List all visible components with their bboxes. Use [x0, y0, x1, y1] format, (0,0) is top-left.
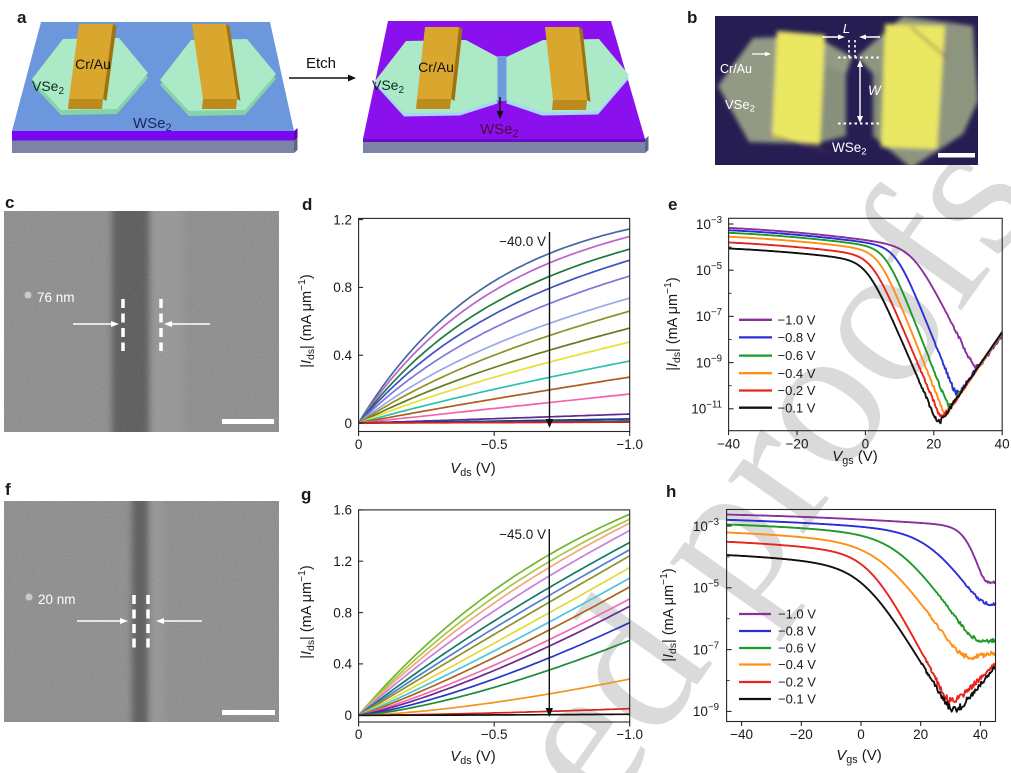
svg-text:0.8: 0.8	[333, 280, 352, 295]
svg-text:−1.0 V: −1.0 V	[778, 312, 816, 327]
svg-text:0: 0	[355, 437, 363, 452]
svg-text:−20: −20	[790, 727, 813, 742]
svg-text:10−5: 10−5	[693, 579, 719, 596]
svg-text:0.4: 0.4	[333, 657, 352, 672]
svg-text:−0.6 V: −0.6 V	[778, 641, 816, 656]
svg-text:−0.4 V: −0.4 V	[778, 366, 816, 381]
svg-text:Cr/Au: Cr/Au	[720, 62, 752, 76]
svg-text:0: 0	[344, 708, 352, 723]
svg-text:−45.0 V: −45.0 V	[499, 527, 546, 542]
svg-text:0.8: 0.8	[333, 605, 352, 620]
svg-text:−1.0: −1.0	[616, 437, 643, 452]
svg-text:|Ids| (mA μm−1): |Ids| (mA μm−1)	[659, 568, 679, 662]
svg-text:0: 0	[355, 727, 363, 742]
svg-text:40: 40	[995, 437, 1010, 452]
svg-text:Cr/Au: Cr/Au	[75, 56, 111, 72]
svg-text:|Ids| (mA μm−1): |Ids| (mA μm−1)	[297, 274, 317, 368]
svg-text:−0.2 V: −0.2 V	[778, 675, 816, 690]
svg-text:−40: −40	[730, 727, 753, 742]
svg-text:Vgs (V): Vgs (V)	[836, 747, 882, 766]
svg-text:0: 0	[857, 727, 865, 742]
svg-text:20 nm: 20 nm	[38, 592, 76, 607]
svg-text:WSe2: WSe2	[480, 121, 519, 140]
svg-text:10−11: 10−11	[691, 400, 722, 417]
svg-text:40: 40	[973, 727, 988, 742]
svg-text:L: L	[843, 21, 850, 36]
svg-text:Etch: Etch	[306, 55, 336, 72]
svg-text:1.6: 1.6	[333, 503, 352, 518]
svg-text:W: W	[868, 83, 882, 98]
svg-text:20: 20	[926, 437, 941, 452]
svg-text:−0.8 V: −0.8 V	[778, 624, 816, 639]
svg-text:−0.6 V: −0.6 V	[778, 348, 816, 363]
svg-text:10−7: 10−7	[693, 640, 719, 657]
svg-text:g: g	[301, 485, 311, 504]
svg-text:−0.2 V: −0.2 V	[778, 383, 816, 398]
svg-text:−20: −20	[786, 437, 809, 452]
svg-text:10−9: 10−9	[693, 702, 719, 719]
svg-text:Vds (V): Vds (V)	[450, 460, 496, 479]
svg-text:−0.8 V: −0.8 V	[778, 330, 816, 345]
svg-text:10−5: 10−5	[696, 261, 722, 278]
svg-text:1.2: 1.2	[333, 554, 352, 569]
svg-text:10−3: 10−3	[696, 215, 722, 232]
svg-text:−1.0 V: −1.0 V	[778, 607, 816, 622]
svg-text:VSe2: VSe2	[372, 77, 404, 96]
svg-text:e: e	[668, 195, 677, 214]
svg-text:−0.4 V: −0.4 V	[778, 657, 816, 672]
svg-text:−40.0 V: −40.0 V	[499, 234, 546, 249]
svg-text:10−3: 10−3	[693, 517, 719, 534]
svg-text:−40: −40	[717, 437, 740, 452]
svg-text:h: h	[666, 482, 676, 501]
svg-text:−0.1 V: −0.1 V	[778, 400, 816, 415]
svg-text:VSe2: VSe2	[725, 97, 755, 115]
svg-text:0: 0	[862, 437, 870, 452]
svg-text:−1.0: −1.0	[616, 727, 643, 742]
svg-text:|Ids| (mA μm−1): |Ids| (mA μm−1)	[663, 277, 683, 371]
svg-text:0: 0	[344, 416, 352, 431]
svg-text:WSe2: WSe2	[133, 115, 172, 134]
svg-text:|Ids| (mA μm−1): |Ids| (mA μm−1)	[297, 565, 317, 659]
svg-text:WSe2: WSe2	[832, 140, 867, 158]
svg-text:Cr/Au: Cr/Au	[418, 59, 454, 75]
svg-text:VSe2: VSe2	[32, 78, 64, 97]
svg-text:20: 20	[913, 727, 928, 742]
svg-text:1.2: 1.2	[333, 212, 352, 227]
svg-text:10−9: 10−9	[696, 353, 722, 370]
svg-text:10−7: 10−7	[696, 307, 722, 324]
svg-text:Vgs (V): Vgs (V)	[832, 448, 878, 467]
svg-text:−0.1 V: −0.1 V	[778, 692, 816, 707]
svg-text:76 nm: 76 nm	[37, 290, 75, 305]
svg-text:−0.5: −0.5	[481, 727, 508, 742]
svg-text:−0.5: −0.5	[481, 437, 508, 452]
svg-text:Vds (V): Vds (V)	[450, 748, 496, 767]
svg-text:d: d	[302, 195, 312, 214]
svg-text:0.4: 0.4	[333, 348, 352, 363]
